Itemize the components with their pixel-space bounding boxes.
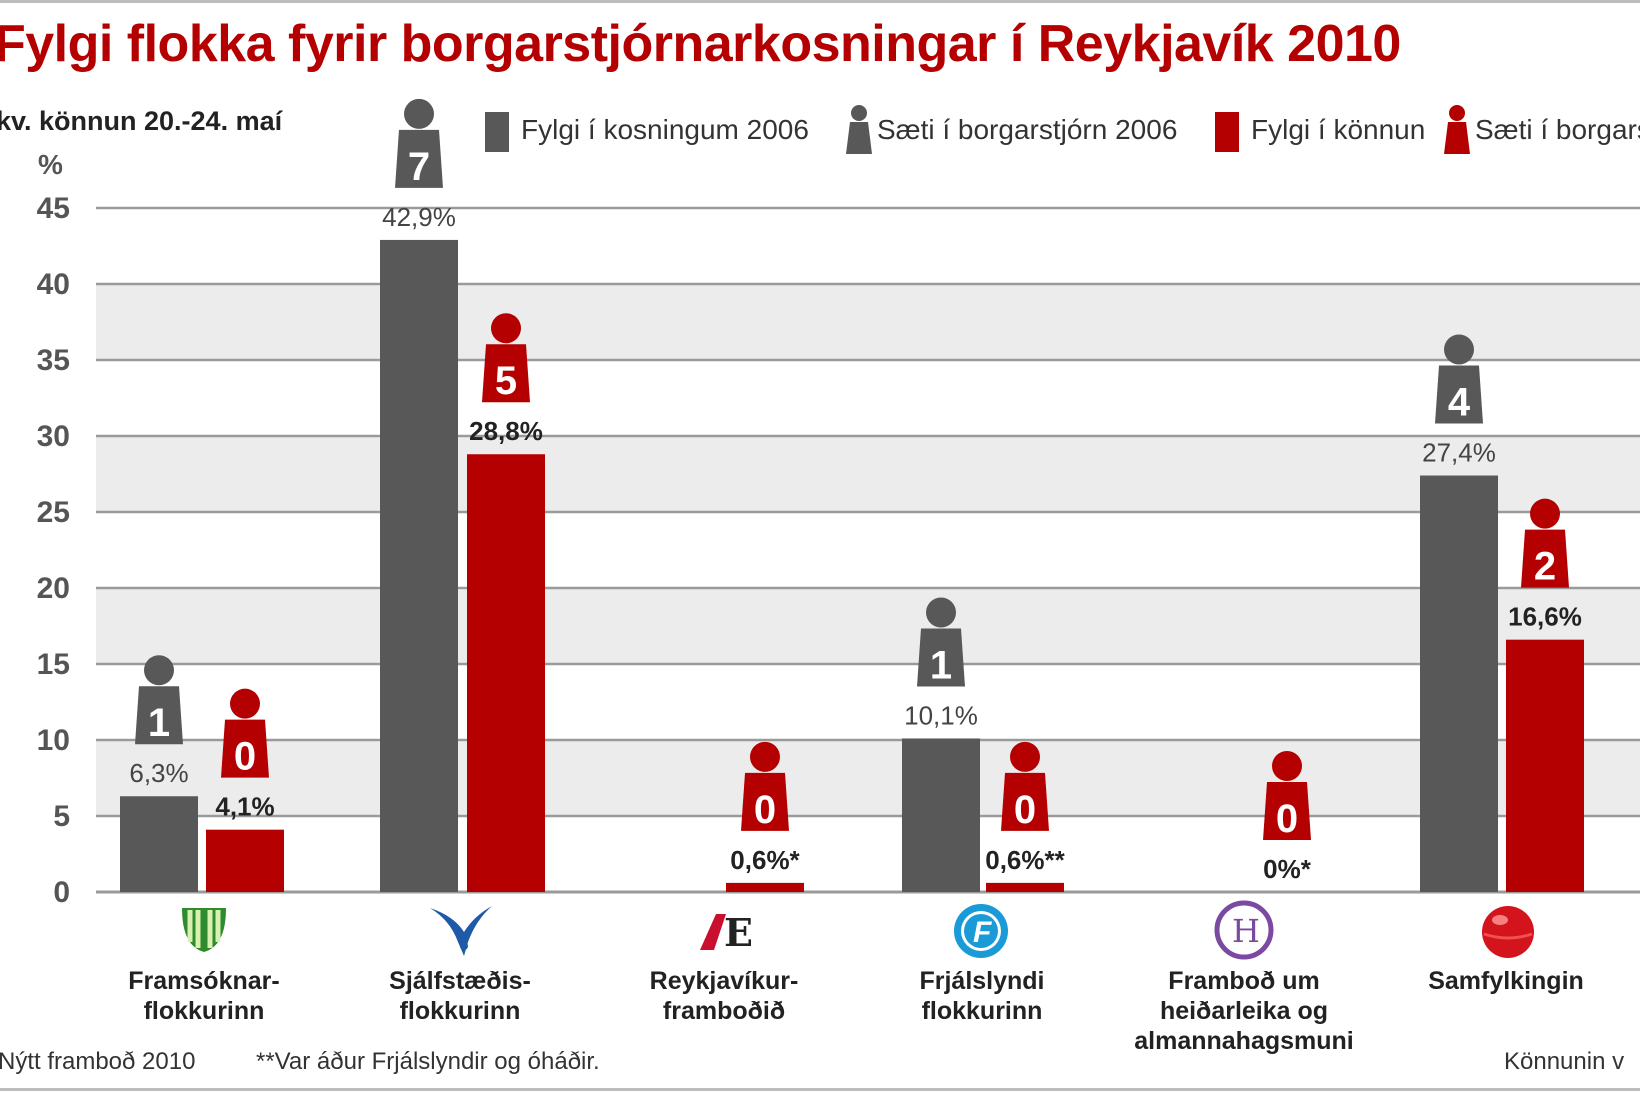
- y-tick-label: 20: [37, 572, 70, 605]
- footnote-new-party: Nýtt framboð 2010: [0, 1048, 196, 1075]
- party-label-line: Framsóknar-: [128, 967, 280, 995]
- seats-2006-person-icon: 1: [135, 655, 183, 745]
- party-label-sjalfstaedis: Sjálfstæðis- flokkurinn: [330, 966, 590, 1026]
- top-rule: [0, 0, 1640, 3]
- party-label-samfylkingin: Samfylkingin: [1376, 966, 1636, 996]
- y-tick-label: 15: [37, 648, 70, 681]
- party-label-frambod-um-heidarleika: Framboð um heiðarleika og almannahagsmun…: [1114, 966, 1374, 1056]
- grid-band: [96, 740, 1640, 816]
- party-label-line: Reykjavíkur-: [649, 967, 799, 995]
- seats-poll-person-icon: 2: [1521, 498, 1569, 589]
- grey-person-icon: [846, 105, 872, 154]
- bar-poll: [206, 829, 284, 892]
- bar-2006: [902, 738, 980, 892]
- y-tick-label: 5: [53, 800, 70, 833]
- red-ball-logo-icon: [1482, 906, 1534, 958]
- grid-band: [96, 436, 1640, 512]
- seats-poll-person-icon: 0: [221, 688, 269, 779]
- svg-text:F: F: [973, 916, 992, 949]
- data-label: 10,1%: [904, 700, 978, 730]
- re-logo-icon: E: [700, 910, 753, 954]
- y-tick-label: 40: [37, 268, 70, 301]
- data-label: 16,6%: [1508, 602, 1582, 632]
- legend-label: Sæti í borgarstjórn 2006: [877, 114, 1178, 145]
- seats-poll-person-icon: 0: [741, 741, 789, 832]
- party-label-line: flokkurinn: [143, 997, 265, 1025]
- party-label-line: Framboð um: [1168, 967, 1320, 995]
- bar-2006: [1420, 475, 1498, 892]
- party-label-line: flokkurinn: [399, 997, 521, 1025]
- y-tick-label: 35: [37, 344, 70, 377]
- y-tick-label: 30: [37, 420, 70, 453]
- data-label: 6,3%: [129, 758, 188, 788]
- data-label: 0,6%*: [730, 845, 800, 875]
- seat-count: 0: [234, 735, 256, 779]
- footnote-previous-name: **Var áður Frjálslyndir og óháðir.: [256, 1048, 600, 1075]
- bar-2006: [120, 796, 198, 892]
- party-label-framsokn: Framsóknar- flokkurinn: [74, 966, 334, 1026]
- seat-count: 1: [930, 643, 952, 687]
- y-axis-unit: %: [38, 149, 63, 180]
- party-label-line: framboðið: [662, 997, 786, 1025]
- party-label-line: Samfylkingin: [1428, 967, 1584, 995]
- data-label: 42,9%: [382, 202, 456, 232]
- red-person-icon: [1444, 105, 1470, 154]
- party-label-line: Sjálfstæðis-: [389, 967, 531, 995]
- chart-subtitle: kv. könnun 20.-24. maí: [0, 106, 283, 136]
- party-label-line: almannahagsmuni: [1134, 1027, 1354, 1055]
- falcon-logo-icon: [430, 906, 492, 956]
- bottom-rule: [0, 1088, 1640, 1091]
- party-label-line: heiðarleika og: [1159, 997, 1329, 1025]
- data-label: 0%*: [1263, 854, 1312, 884]
- seats-poll-person-icon: 0: [1001, 741, 1049, 832]
- seat-count: 0: [754, 788, 776, 832]
- party-label-line: Frjálslyndi: [919, 967, 1045, 995]
- svg-text:H: H: [1232, 912, 1260, 950]
- grid-band: [96, 588, 1640, 664]
- seat-count: 5: [495, 359, 517, 403]
- bar-poll: [726, 882, 804, 892]
- legend-label: Fylgi í könnun: [1251, 114, 1426, 145]
- legend-label: Fylgi í kosningum 2006: [521, 114, 809, 145]
- party-label-frjalslyndi: Frjálslyndi flokkurinn: [852, 966, 1112, 1026]
- seats-2006-person-icon: 1: [917, 597, 965, 687]
- grid-band: [96, 284, 1640, 360]
- data-label: 4,1%: [215, 792, 274, 822]
- party-label-reykjavikurframbodid: Reykjavíkur- framboðið: [594, 966, 854, 1026]
- bar-poll: [986, 882, 1064, 892]
- party-label-line: flokkurinn: [921, 997, 1043, 1025]
- svg-text:E: E: [724, 910, 753, 954]
- seat-count: 7: [408, 145, 430, 189]
- h-circle-logo-icon: H: [1214, 900, 1274, 960]
- y-tick-label: 45: [37, 192, 70, 225]
- framsokn-logo-icon: [182, 908, 226, 952]
- seat-count: 2: [1534, 545, 1556, 589]
- seat-count: 1: [148, 701, 170, 745]
- seats-poll-person-icon: 0: [1263, 751, 1311, 841]
- seats-2006-person-icon: 4: [1435, 334, 1483, 425]
- data-label: 28,8%: [469, 416, 543, 446]
- legend-label: Sæti í borgars: [1475, 114, 1640, 145]
- bar-poll: [1506, 639, 1584, 892]
- seat-count: 4: [1448, 381, 1471, 425]
- seats-poll-person-icon: 5: [482, 313, 530, 403]
- data-label: 27,4%: [1422, 438, 1496, 468]
- seat-count: 0: [1014, 788, 1036, 832]
- bar-2006: [380, 239, 458, 893]
- y-tick-label: 10: [37, 724, 70, 757]
- footnote-survey: Könnunin v: [1504, 1048, 1625, 1075]
- red-square-icon: [1215, 112, 1239, 152]
- seat-count: 0: [1276, 797, 1298, 841]
- grey-square-icon: [485, 112, 509, 152]
- bar-poll: [467, 454, 545, 892]
- seats-2006-person-icon: 7: [395, 98, 443, 189]
- chart-title: Fylgi flokka fyrir borgarstjórnarkosning…: [0, 15, 1401, 73]
- y-tick-label: 0: [53, 876, 70, 909]
- y-tick-label: 25: [37, 496, 70, 529]
- data-label: 0,6%**: [985, 845, 1065, 875]
- f-circle-logo-icon: F: [954, 904, 1008, 958]
